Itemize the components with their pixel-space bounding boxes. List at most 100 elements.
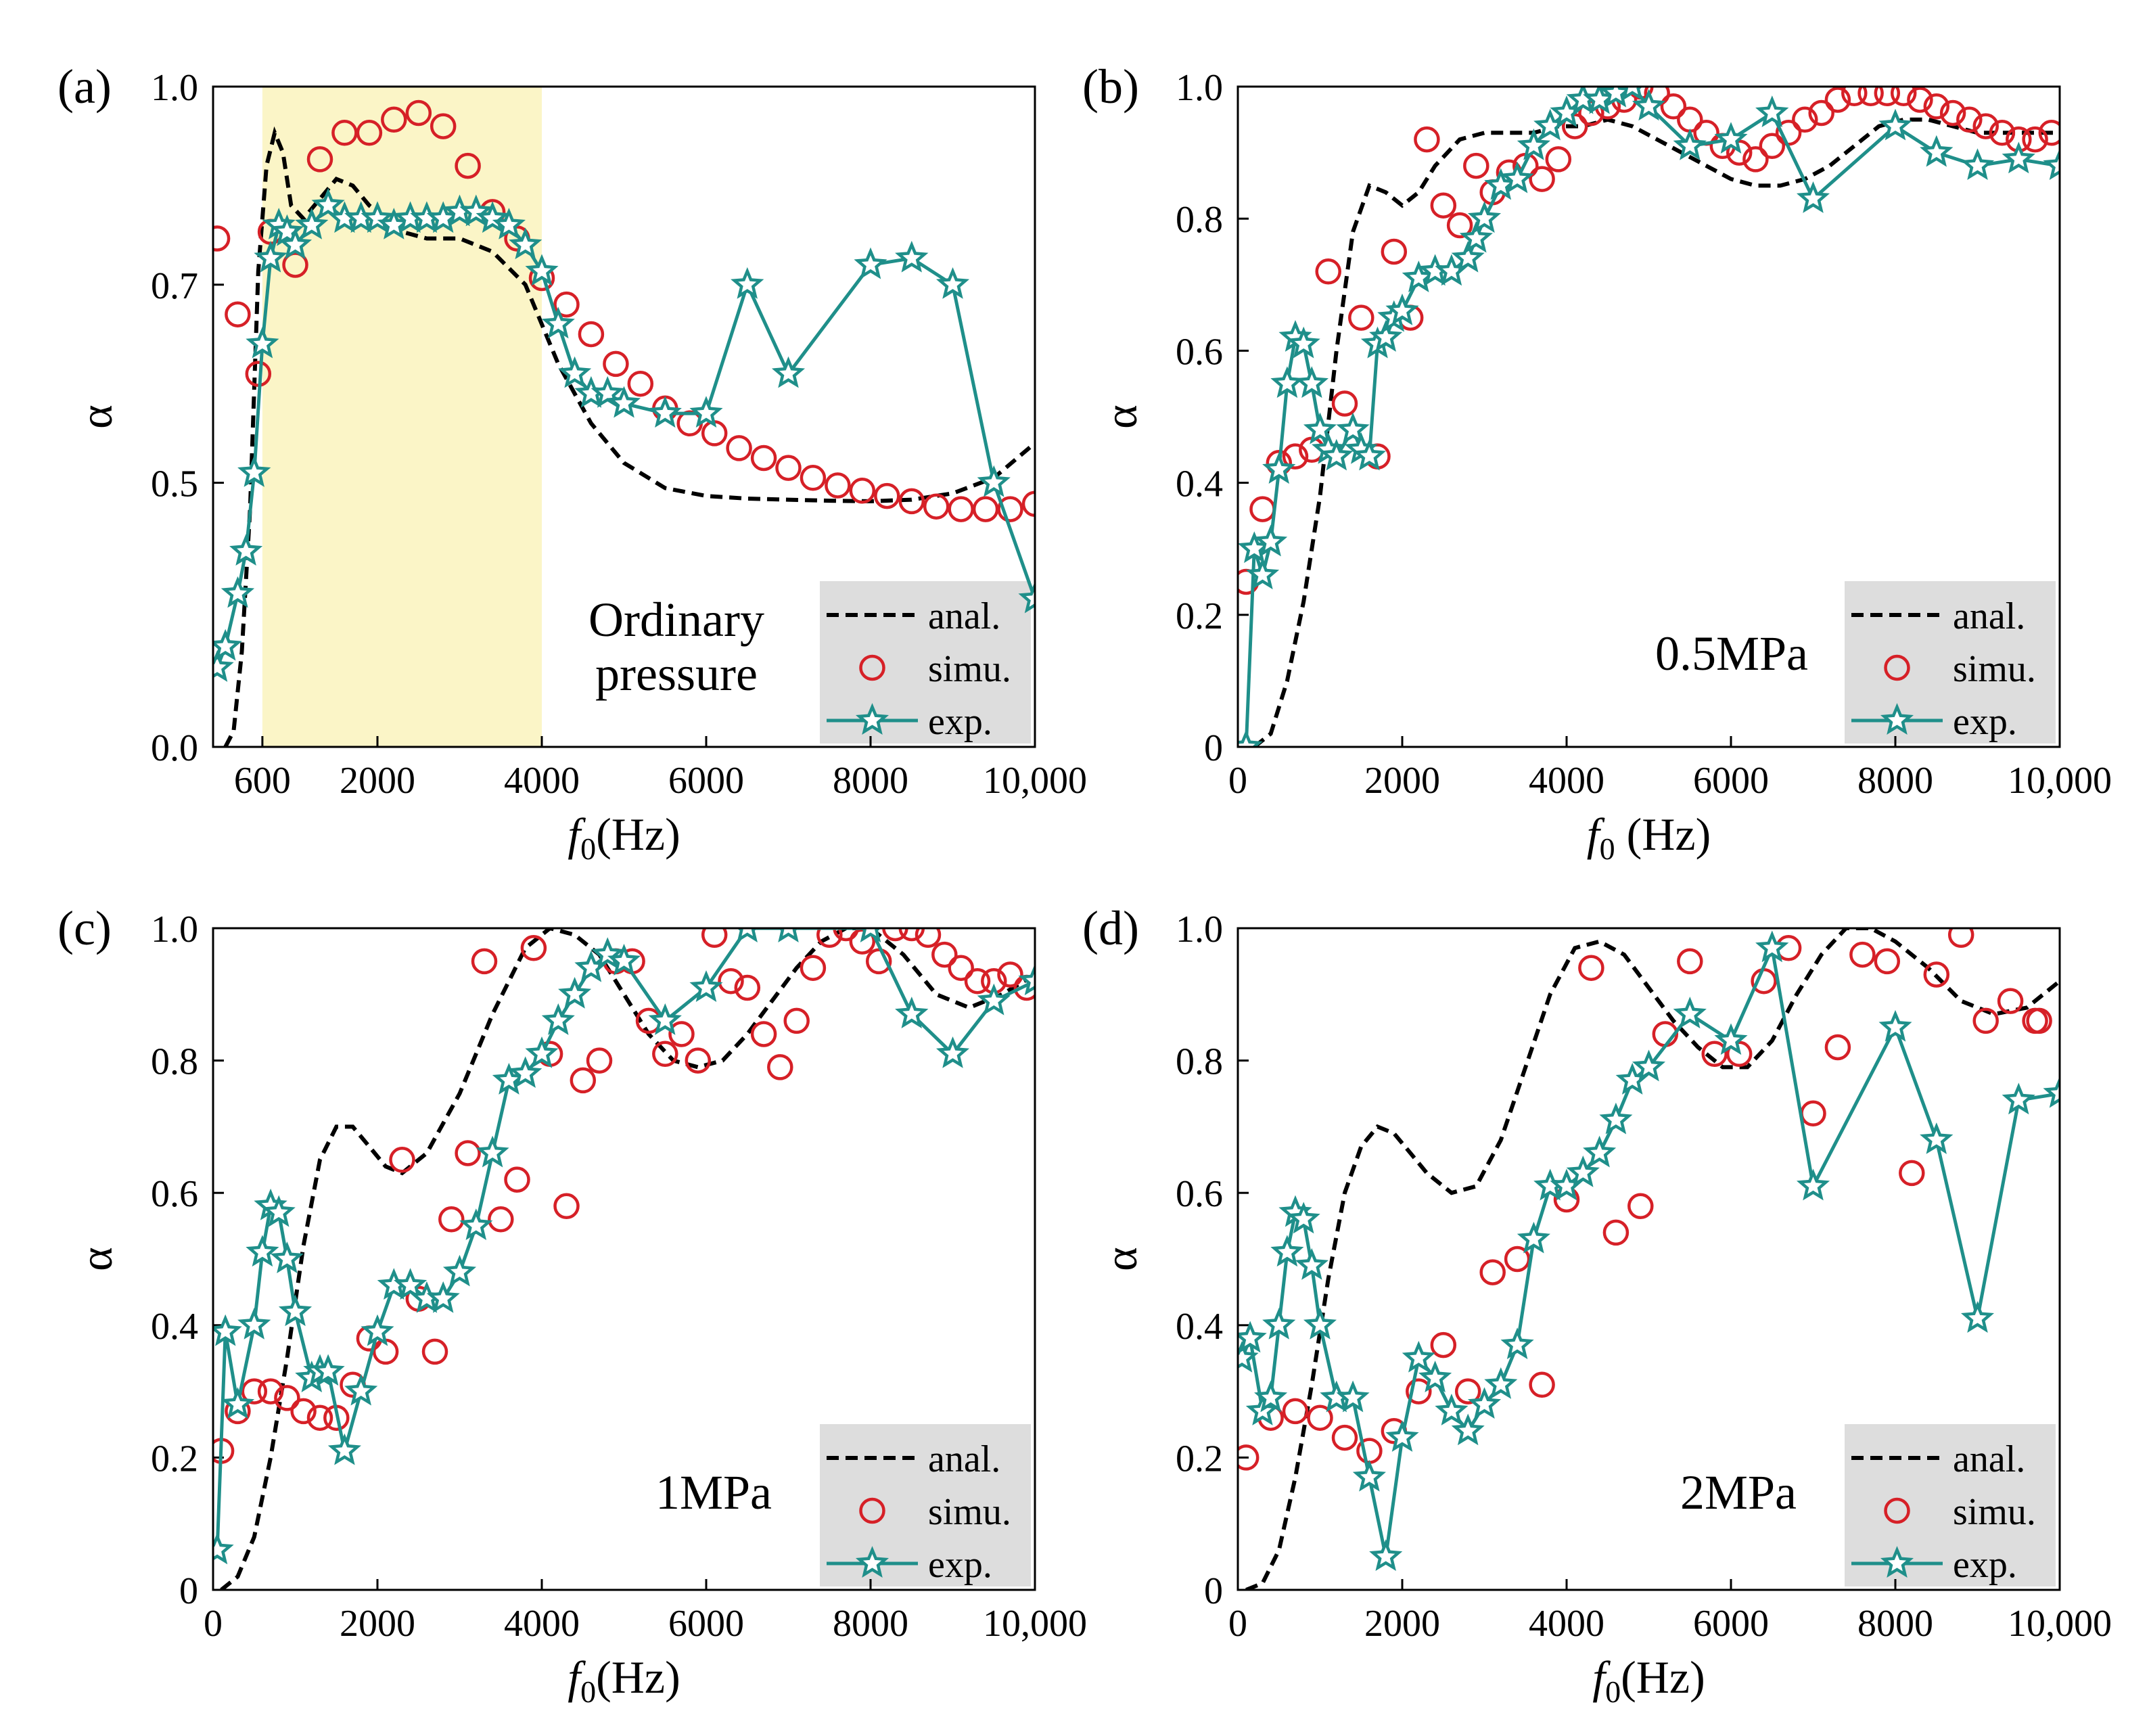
simu-point [627, 370, 654, 397]
simu-point [1923, 93, 1950, 120]
simu-point [471, 948, 498, 975]
legend-exp-label: exp. [1953, 1544, 2017, 1586]
exp-point [2002, 1082, 2035, 1115]
exp-point [1385, 1420, 1419, 1452]
exp-point [778, 928, 799, 942]
simu-point [2038, 120, 2060, 146]
exp-point [1632, 89, 1666, 121]
exp-point [1418, 1361, 1452, 1392]
simu-point [825, 472, 851, 499]
exp-point [1254, 1380, 1288, 1413]
simu-point [488, 1206, 514, 1233]
simu-point [389, 1147, 415, 1173]
anal-curve [1245, 928, 2060, 1590]
exp-point [1270, 366, 1304, 398]
exp-point [1018, 963, 1035, 996]
exp-point [2002, 141, 2035, 174]
simu-point [1849, 941, 1876, 968]
legend-simu-swatch [1884, 654, 1910, 681]
exp-point [1920, 135, 1954, 167]
axes-frame [212, 85, 1036, 748]
x-tick-label: 8000 [1857, 1603, 1933, 1645]
simu-point [734, 974, 761, 1001]
simu-point [430, 113, 457, 139]
exp-point [295, 208, 329, 239]
exp-point [977, 983, 1011, 1015]
simu-point [997, 961, 1023, 988]
legend-box [1845, 1424, 2056, 1586]
exp-point [1262, 1307, 1296, 1340]
simu-point [1907, 87, 1933, 113]
exp-point [476, 1135, 509, 1168]
simu-point [1414, 126, 1440, 153]
x-tick-label: 600 [234, 760, 291, 802]
exp-point [229, 534, 263, 566]
legend-box [820, 581, 1031, 744]
exp-point [1262, 452, 1296, 484]
exp-point [278, 1294, 313, 1327]
legend-anal-label: anal. [928, 1438, 1000, 1480]
exp-point [895, 997, 929, 1029]
simu-point [578, 321, 605, 348]
simu-point [1578, 955, 1604, 981]
axes-frame [1237, 927, 2061, 1591]
exp-point [1566, 1156, 1600, 1187]
simu-point [1899, 1160, 1925, 1187]
exp-point [648, 1003, 682, 1035]
axes-frame [1237, 85, 2061, 748]
exp-point [246, 326, 279, 359]
simu-point [1627, 1193, 1654, 1220]
simu-point [1874, 948, 1901, 975]
y-tick-label: 0.6 [1176, 331, 1223, 373]
panel-label: (d) [1082, 901, 1139, 955]
exp-point [1238, 1321, 1267, 1353]
inset-label: Ordinary [588, 593, 764, 647]
x-tick-label: 8000 [833, 1603, 908, 1645]
exp-point [1238, 729, 1263, 747]
simu-point [225, 301, 251, 327]
simu-point [1282, 1398, 1309, 1425]
simu-point [1315, 258, 1341, 285]
exp-point [977, 465, 1011, 497]
exp-point [361, 1314, 394, 1346]
simu-point [504, 1166, 530, 1193]
legend-exp-label: exp. [1953, 701, 2017, 743]
simu-point [750, 444, 777, 472]
legend-anal-label: anal. [1953, 595, 2025, 637]
x-tick-label: 2000 [1364, 1603, 1440, 1645]
legend-box [820, 1424, 1031, 1586]
simu-point [257, 1378, 284, 1404]
simu-point [898, 488, 925, 515]
legend-simu-label: simu. [1953, 648, 2036, 690]
exp-point [1714, 1023, 1748, 1055]
simu-point [1956, 106, 1983, 133]
simu-point [1446, 212, 1473, 239]
simu-point [849, 478, 876, 504]
simu-point [520, 935, 547, 961]
exp-point [1451, 240, 1485, 273]
exp-point [1796, 181, 1830, 213]
simu-point [1479, 1259, 1506, 1285]
legend-simu-label: simu. [928, 648, 1011, 690]
y-tick-label: 0 [179, 1570, 198, 1612]
exp-point [1402, 1340, 1435, 1373]
exp-point [262, 1195, 296, 1227]
exp-point [278, 227, 313, 260]
simu-point [2026, 1007, 2052, 1034]
simu-point [701, 928, 728, 949]
simu-point [274, 1385, 300, 1411]
exp-point [270, 1241, 304, 1273]
y-axis-label: α [70, 405, 122, 429]
panel-label: (b) [1082, 60, 1139, 114]
simu-point [923, 493, 950, 520]
legend-anal-label: anal. [928, 595, 1000, 637]
simu-point [1430, 1331, 1457, 1358]
inset-label: 2MPa [1680, 1465, 1797, 1520]
x-tick-label: 0 [204, 1603, 223, 1645]
exp-point [1245, 557, 1280, 590]
exp-point [1369, 1539, 1403, 1572]
x-tick-label: 4000 [1529, 760, 1604, 802]
exp-point [607, 944, 641, 976]
y-tick-label: 0.5 [151, 463, 198, 505]
